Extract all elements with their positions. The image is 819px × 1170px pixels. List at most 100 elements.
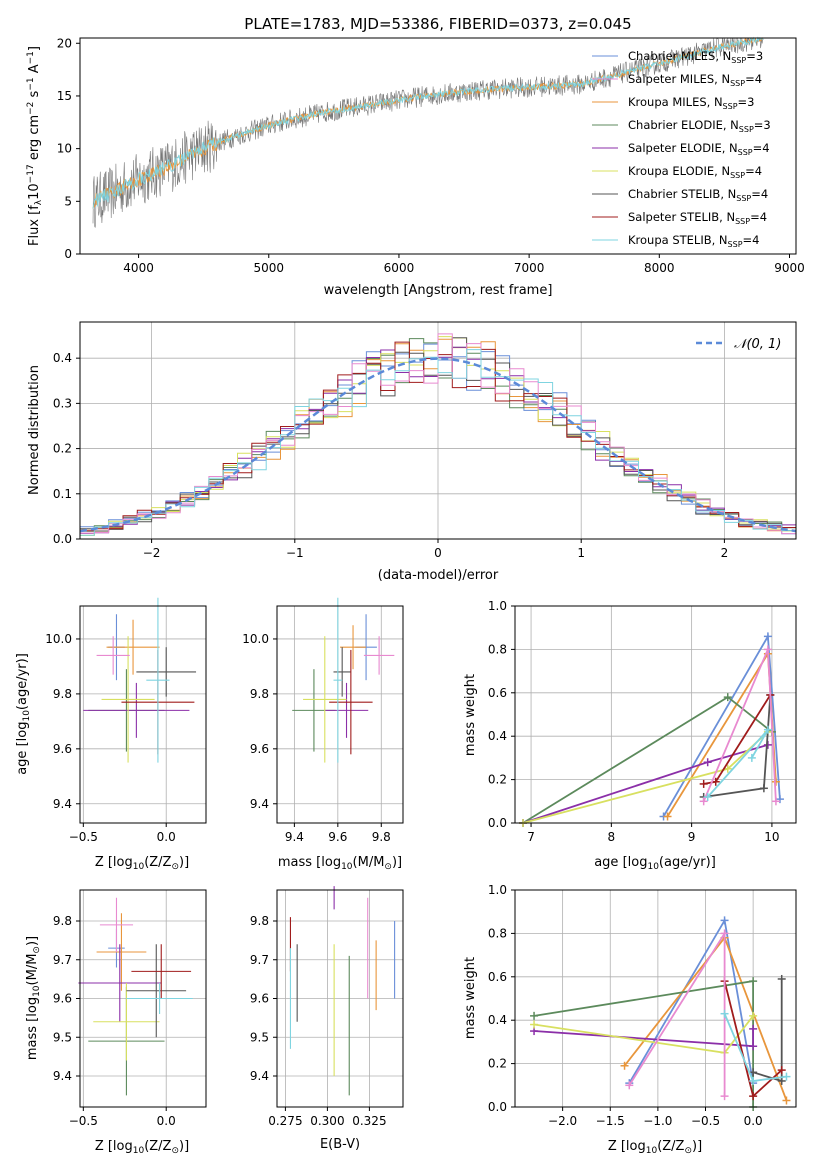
y-tick-label: 0.8 — [488, 642, 507, 656]
y-tick-label: 9.7 — [53, 953, 72, 967]
x-tick-label: 9.6 — [328, 830, 347, 844]
mass-vs-z-x-label: Z [log10(Z/Z⊙)] — [95, 1139, 189, 1156]
histogram-y-tick-label: 0.1 — [53, 487, 72, 501]
histogram-x-label: (data-model)/error — [378, 568, 499, 583]
spectrum-x-tick-label: 4000 — [123, 261, 154, 275]
legend-count: =4 — [743, 233, 760, 247]
x-tick-label: 0.325 — [352, 1114, 386, 1128]
legend-count: =4 — [750, 210, 767, 224]
spectrum-y-tick-label: 20 — [57, 36, 72, 50]
y-tick-label: 0.0 — [488, 1100, 507, 1114]
x-tick-label: 8 — [608, 830, 616, 844]
legend-subscript: SSP — [735, 217, 750, 226]
legend-count: =4 — [751, 187, 768, 201]
legend-entry: Kroupa ELODIE, NSSP=4 — [628, 164, 762, 180]
mass-weight-vs-age-y-label: mass weight — [463, 674, 478, 756]
y-tick-label: 9.5 — [53, 1030, 72, 1044]
y-tick-label: 9.5 — [250, 1030, 269, 1044]
y-tick-label: 9.4 — [250, 1069, 269, 1083]
mass-weight-vs-age-x-label: age [log10(age/yr)] — [594, 855, 716, 872]
figure-title: PLATE=1783, MJD=53386, FIBERID=0373, z=0… — [244, 15, 631, 33]
legend-subscript: SSP — [723, 102, 738, 111]
spectrum-panel: 4000 5000 6000 7000 8000 9000 0 5 10 15 20 wavele… — [26, 36, 805, 298]
residual-histogram-panel: −2 −1 0 1 2 0.0 0.1 0.2 0.3 0.4 (data-model)/err… — [27, 321, 797, 583]
age-vs-mass-x-label: mass [log10(M/M⊙)] — [278, 855, 402, 872]
y-tick-label: 9.8 — [250, 687, 269, 701]
age-vs-z-y-label: age [log10(age/yr)] — [15, 653, 32, 775]
histogram-x-tick-label: 2 — [721, 546, 729, 560]
spectrum-x-tick-label: 7000 — [514, 261, 545, 275]
x-tick-label: 0.0 — [744, 1114, 763, 1128]
y-tick-label: 1.0 — [488, 599, 507, 613]
y-tick-label: 0.8 — [488, 926, 507, 940]
x-tick-label: −0.5 — [69, 1114, 98, 1128]
mass-weight-vs-z-x-label: Z [log10(Z/Z⊙)] — [608, 1139, 702, 1156]
legend-entry: Chabrier MILES, NSSP=3 — [628, 49, 763, 65]
y-tick-label: 9.6 — [53, 742, 72, 756]
spectrum-y-tick-label: 5 — [64, 194, 72, 208]
legend-entry: Salpeter ELODIE, NSSP=4 — [628, 141, 770, 157]
mass-vs-ebv-panel: 0.275 0.300 0.325 9.4 9.5 9.6 9.7 9.8 E(B-V) — [250, 886, 404, 1152]
y-tick-label: 0.4 — [488, 729, 507, 743]
y-tick-label: 9.6 — [250, 992, 269, 1006]
legend-entry: Salpeter STELIB, NSSP=4 — [628, 210, 767, 226]
x-tick-label: 10 — [764, 830, 779, 844]
spectrum-y-tick-label: 0 — [64, 247, 72, 261]
x-tick-label: 9.8 — [372, 830, 391, 844]
histogram-y-label: Normed distribution — [27, 365, 42, 495]
legend-subscript: SSP — [728, 240, 743, 249]
axes-frame — [276, 605, 404, 824]
x-tick-label: 7 — [527, 830, 535, 844]
y-tick-label: 0.0 — [488, 816, 507, 830]
x-tick-label: 9 — [688, 830, 696, 844]
spectrum-x-tick-label: 8000 — [644, 261, 675, 275]
legend-count: =4 — [745, 72, 762, 86]
x-tick-label: 0.275 — [268, 1114, 302, 1128]
legend-subscript: SSP — [730, 79, 745, 88]
spectrum-y-label: Flux [fλ10−17 erg cm−2 s−1 A−1] — [26, 46, 44, 246]
y-tick-label: 0.6 — [488, 970, 507, 984]
spectrum-x-tick-label: 9000 — [774, 261, 805, 275]
x-tick-label: −1.0 — [643, 1114, 672, 1128]
axes-frame — [514, 605, 797, 824]
histogram-step — [80, 349, 796, 536]
mass-vs-z-y-label: mass [log10(M/M⊙)] — [25, 936, 42, 1060]
y-tick-label: 0.2 — [488, 773, 507, 787]
legend-subscript: SSP — [730, 171, 745, 180]
mass-weight-vs-age-panel: 7 8 9 10 0.0 0.2 0.4 0.6 0.8 1.0 age [log10(age/y… — [463, 599, 797, 872]
x-tick-label: 0.0 — [157, 1114, 176, 1128]
spectrum-legend: Chabrier MILES, NSSP=3 Salpeter MILES, NS… — [592, 49, 771, 249]
y-tick-label: 9.8 — [53, 687, 72, 701]
legend-subscript: SSP — [731, 56, 746, 65]
y-tick-label: 9.4 — [53, 1069, 72, 1083]
x-tick-label: −0.5 — [691, 1114, 720, 1128]
y-tick-label: 10.0 — [242, 632, 269, 646]
x-tick-label: −2.0 — [548, 1114, 577, 1128]
spectrum-x-tick-label: 5000 — [253, 261, 284, 275]
legend-entry: Chabrier ELODIE, NSSP=3 — [628, 118, 771, 134]
spectrum-x-tick-label: 6000 — [384, 261, 415, 275]
histogram-y-tick-label: 0.4 — [53, 351, 72, 365]
histogram-x-tick-label: 0 — [434, 546, 442, 560]
y-tick-label: 0.6 — [488, 686, 507, 700]
legend-count: =3 — [746, 49, 763, 63]
histogram-y-tick-label: 0.3 — [53, 396, 72, 410]
axes-frame — [79, 605, 207, 824]
y-tick-label: 9.6 — [250, 742, 269, 756]
age-vs-mass-panel: 9.4 9.6 9.8 9.4 9.6 9.8 10.0 mass [log10(M/M⊙)… — [242, 597, 404, 872]
y-tick-label: 10.0 — [45, 632, 72, 646]
histogram-x-tick-label: −1 — [286, 546, 304, 560]
mass-weight-vs-z-y-label: mass weight — [463, 957, 478, 1039]
y-tick-label: 9.6 — [53, 992, 72, 1006]
legend-entry: Chabrier STELIB, NSSP=4 — [628, 187, 768, 203]
normal-reference-curve — [79, 357, 797, 533]
mass-weight-vs-metallicity-panel: −2.0 −1.5 −1.0 −0.5 0.0 0.0 0.2 0.4 0.6 0.8 1.0 Z … — [463, 883, 797, 1156]
x-tick-label: 0.300 — [310, 1114, 344, 1128]
y-tick-label: 9.7 — [250, 953, 269, 967]
histogram-x-tick-label: 1 — [577, 546, 585, 560]
y-tick-label: 9.4 — [53, 797, 72, 811]
mass-vs-metallicity-panel: −0.5 0.0 9.4 9.5 9.6 9.7 9.8 Z [log10(Z/Z⊙)] m… — [25, 889, 207, 1156]
y-tick-label: 9.8 — [250, 914, 269, 928]
legend-count: =3 — [754, 118, 771, 132]
